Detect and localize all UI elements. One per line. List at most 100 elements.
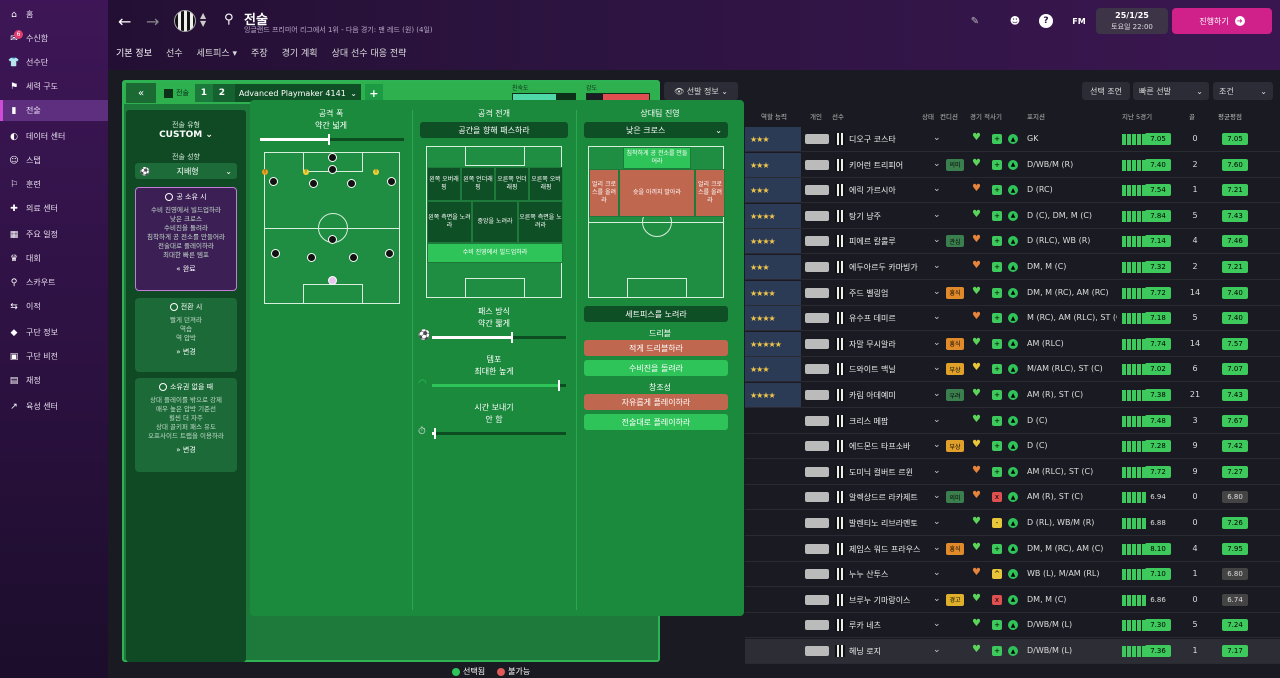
player-marker[interactable]: [349, 253, 358, 262]
table-row[interactable]: 헤닝 로지 ⌄ ♥ + ▲ D/WB/M (L) 7.36 1 7.17: [745, 639, 1280, 664]
chevron-down-icon[interactable]: ⌄: [933, 184, 941, 195]
continue-button[interactable]: 진행하기 ➜: [1172, 8, 1272, 34]
col-position[interactable]: 포지션: [1027, 113, 1045, 121]
time-wasting-slider[interactable]: [432, 428, 566, 439]
tab-item[interactable]: 상대 선수 대응 전략: [331, 49, 407, 59]
chevron-down-icon[interactable]: ⌄: [933, 363, 941, 374]
sidebar-item[interactable]: ☺ 스탭: [0, 150, 108, 171]
zone-build-up[interactable]: 수비 진영에서 빌드업하라: [427, 243, 563, 263]
table-row[interactable]: 루카 네츠 ⌄ ♥ + ▲ D/WB/M (L) 7.30 5 7.24: [745, 613, 1280, 639]
dribble-less-button[interactable]: 적게 드리블하라: [584, 340, 728, 356]
player-name[interactable]: 브루누 기마랑이스: [849, 595, 911, 605]
table-row[interactable]: 도미닉 컬버트 르윈 ⌄ ♥ + ▲ AM (RLC), ST (C) 7.72 9 7.27: [745, 460, 1280, 485]
zone-work-into-box[interactable]: 침착하게 공 전소를 만들어라: [623, 147, 691, 169]
club-badge-icon[interactable]: ☻: [1009, 15, 1021, 27]
personal-icon[interactable]: [805, 262, 829, 272]
table-row[interactable]: 알렉상드르 라카제트 ⌄ 의미 ♥ x ▲ AM (R), ST (C) 6.94 0 6.80: [745, 485, 1280, 511]
table-row[interactable]: 브루누 기마랑이스 ⌄ 경고 ♥ x ▲ DM, M (C) 6.86 0 6.74: [745, 588, 1280, 613]
personal-icon[interactable]: [805, 594, 829, 605]
chevron-down-icon[interactable]: ⌄: [933, 645, 941, 655]
table-row[interactable]: 제임스 워드 프라우스 ⌄ 흥식 ♥ + ▲ DM, M (RC), AM (C) 8.10 4…: [745, 537, 1280, 562]
tactic-slot-1[interactable]: 1: [194, 84, 213, 102]
search-icon[interactable]: ⚲: [224, 12, 234, 27]
overview-dropdown[interactable]: 👁 선발 정보 ⌄: [664, 82, 738, 100]
quick-pick-button[interactable]: 빠른 선발 ⌄: [1133, 82, 1209, 100]
chevron-down-icon[interactable]: ⌄: [933, 209, 941, 220]
player-name[interactable]: 키어런 트리피어: [849, 160, 904, 170]
club-switch-caret-icon[interactable]: ▲ ▼: [200, 11, 207, 28]
sidebar-item[interactable]: ⚐ 훈련: [0, 174, 108, 195]
chevron-down-icon[interactable]: ⌄: [933, 389, 941, 399]
personal-icon[interactable]: [805, 134, 829, 144]
tab-item[interactable]: 선수: [165, 49, 183, 59]
player-name[interactable]: 도미닉 컬버트 르윈: [849, 467, 913, 477]
sidebar-item[interactable]: ✚ 의료 센터: [0, 198, 108, 219]
chevron-down-icon[interactable]: ⌄: [933, 465, 941, 476]
chevron-down-icon[interactable]: ⌄: [933, 542, 941, 553]
personal-icon[interactable]: [805, 492, 829, 503]
be-expressive-button[interactable]: 자유롭게 플레이하라: [584, 394, 728, 410]
sidebar-item[interactable]: ▤ 재정: [0, 370, 108, 391]
filter-button[interactable]: 조건 ⌄: [1213, 82, 1273, 100]
col-avg-rating[interactable]: 평균평점: [1218, 113, 1242, 121]
table-row[interactable]: ★★★★ 카림 아데예미 ⌄ 우려 ♥ + ▲ AM (R), ST (C) 7.38 21 7.4…: [745, 383, 1280, 408]
in-possession-box[interactable]: 공 소유 시 수비 진영에서 빌드업하라 낮은 크로스 수비진을 돌려라 침착하게 공…: [135, 187, 237, 291]
pencil-icon[interactable]: ✎: [970, 15, 980, 27]
col-match-sharpness[interactable]: 경기 적사기: [970, 113, 1002, 121]
personal-icon[interactable]: [805, 466, 829, 477]
personal-icon[interactable]: [805, 390, 829, 400]
table-row[interactable]: ★★★★ 탕기 냥주 ⌄ ♥ + ▲ D (C), DM, M (C) 7.84 5 7.43: [745, 203, 1280, 229]
sidebar-item[interactable]: ▣ 구단 비전: [0, 346, 108, 367]
player-name[interactable]: 주드 벨링엄: [849, 288, 889, 298]
mentality-dropdown[interactable]: ⚽ 지배형 ⌄: [135, 163, 237, 179]
player-marker[interactable]: [347, 179, 356, 188]
add-tactic-button[interactable]: +: [364, 84, 383, 102]
personal-icon[interactable]: [805, 569, 829, 580]
chevron-down-icon[interactable]: ⌄: [933, 568, 941, 579]
player-name[interactable]: 유수프 데미르: [849, 314, 896, 324]
player-name[interactable]: 에두아르두 카마빙가: [849, 263, 918, 272]
sidebar-item[interactable]: ✉ 수신함 6: [0, 28, 108, 49]
transition-edit[interactable]: » 변경: [176, 348, 196, 356]
set-pieces-button[interactable]: 세트피스를 노려라: [584, 306, 728, 322]
chevron-down-icon[interactable]: ⌄: [933, 517, 941, 527]
tactic-name-dropdown[interactable]: Advanced Playmaker 4141 ⌄: [234, 84, 361, 102]
player-marker[interactable]: [387, 177, 396, 186]
personal-icon[interactable]: [805, 415, 829, 426]
help-icon[interactable]: ?: [1039, 14, 1053, 28]
col-condition[interactable]: 상태: [922, 113, 934, 121]
chevron-down-icon[interactable]: ⌄: [933, 286, 941, 297]
player-name[interactable]: 크리스 메팜: [849, 416, 889, 426]
zone-right-overlap[interactable]: 오른쪽 오버래핑: [529, 167, 563, 201]
player-name[interactable]: 알렉상드르 라카제트: [849, 493, 918, 503]
tactic-style-dropdown[interactable]: CUSTOM ⌄: [159, 130, 213, 140]
chevron-down-icon[interactable]: ⌄: [933, 593, 941, 604]
table-row[interactable]: 누누 산투스 ⌄ ♥ ^ ▲ WB (L), M/AM (RL) 7.10 1 6.80: [745, 562, 1280, 588]
zone-left-underlap[interactable]: 왼쪽 언더래핑: [461, 167, 495, 201]
back-arrow-icon[interactable]: ←: [118, 12, 132, 31]
sidebar-item[interactable]: ▦ 주요 일정: [0, 224, 108, 245]
zone-left-overlap[interactable]: 왼쪽 오버래핑: [427, 167, 461, 201]
chevron-down-icon[interactable]: ⌄: [933, 312, 941, 323]
table-row[interactable]: ★★★ 키어런 트리피어 ⌄ 의미 ♥ + ▲ D/WB/M (R) 7.40 2 7.60: [745, 152, 1280, 178]
crossing-dropdown[interactable]: 낮은 크로스 ⌄: [584, 122, 728, 138]
table-row[interactable]: ★★★★ 주드 벨링엄 ⌄ 흥식 ♥ + ▲ DM, M (RC), AM (RC) 7.72 1…: [745, 280, 1280, 306]
player-name[interactable]: 발렌티노 리브라멘토: [849, 519, 918, 528]
personal-icon[interactable]: [805, 159, 829, 170]
slider-handle[interactable]: [433, 428, 436, 439]
chevron-down-icon[interactable]: ⌄: [933, 337, 941, 348]
sidebar-item[interactable]: ♛ 대회: [0, 248, 108, 269]
player-name[interactable]: 드와이트 맥닐: [849, 365, 896, 375]
sidebar-item[interactable]: ◆ 구단 정보: [0, 322, 108, 343]
player-name[interactable]: 헤닝 로지: [849, 647, 881, 656]
run-at-defence-button[interactable]: 수비진을 돌려라: [584, 360, 728, 376]
tab-item[interactable]: 세트피스 ▾: [196, 49, 238, 59]
player-marker[interactable]: [328, 165, 337, 174]
fm-logo[interactable]: FM: [1072, 16, 1086, 26]
personal-icon[interactable]: [805, 620, 829, 631]
chevron-down-icon[interactable]: ⌄: [933, 440, 941, 451]
player-name[interactable]: 피에르 칼룰루: [849, 237, 896, 247]
date-display[interactable]: 25/1/25 토요일 22:00: [1096, 8, 1168, 34]
player-marker[interactable]: [307, 253, 316, 262]
player-name[interactable]: 제임스 워드 프라우스: [849, 544, 921, 554]
